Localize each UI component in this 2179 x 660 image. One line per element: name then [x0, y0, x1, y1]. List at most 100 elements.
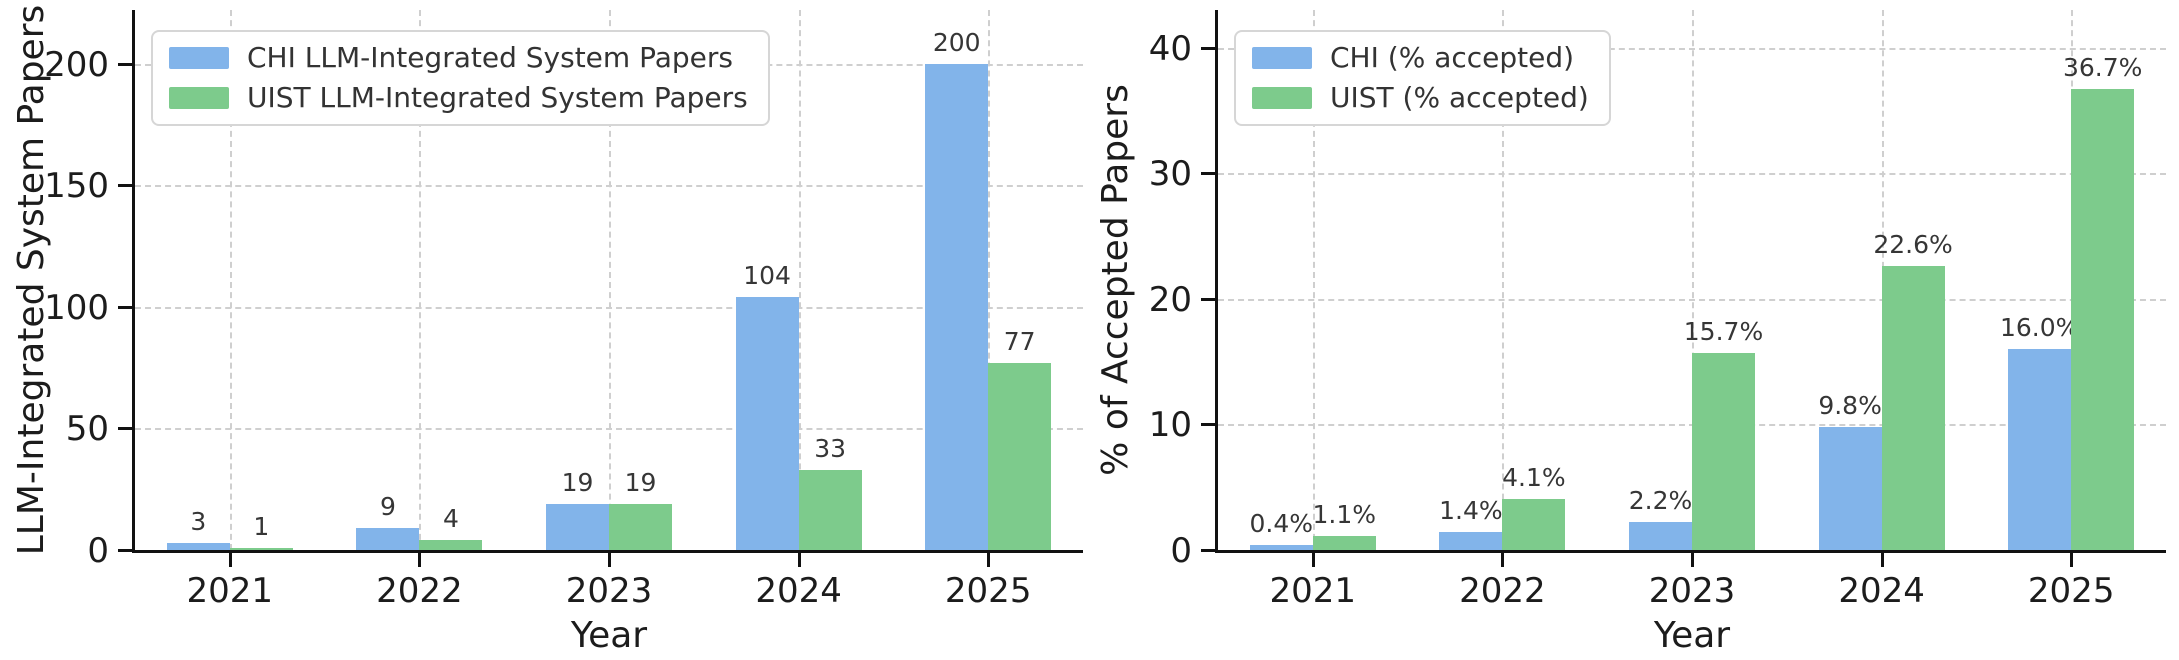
bar-value-label: 19 — [561, 467, 594, 497]
chi-bar-2023 — [546, 503, 609, 550]
bar-value-label: 19 — [624, 467, 657, 497]
legend: CHI LLM-Integrated System Papers UIST LLM… — [151, 30, 770, 127]
x-tick-label: 2023 — [565, 571, 653, 611]
bar-value-label: 33 — [814, 433, 846, 463]
y-tick-mark — [118, 549, 132, 552]
y-tick-mark — [1201, 172, 1215, 176]
uist-legend-swatch — [169, 87, 229, 110]
x-tick-label: 2024 — [1838, 571, 1925, 611]
uist-bar-2023 — [1692, 352, 1755, 550]
legend-label: UIST (% accepted) — [1330, 81, 1589, 115]
x-tick-label: 2023 — [1648, 571, 1736, 611]
x-tick-label: 2024 — [755, 571, 842, 611]
chi-bar-2022 — [1439, 532, 1503, 550]
x-gridline — [1692, 10, 1694, 550]
x-gridline — [2071, 10, 2074, 550]
chi-bar-2021 — [166, 542, 230, 550]
legend-label: CHI (% accepted) — [1330, 41, 1575, 74]
x-tick-mark — [1691, 553, 1694, 567]
bar-value-label: 2.2% — [1628, 486, 1693, 516]
x-tick-mark — [797, 553, 801, 567]
bar-value-label: 77 — [1003, 326, 1036, 356]
x-tick-mark — [418, 553, 422, 567]
bar-value-label: 22.6% — [1873, 230, 1953, 260]
chi-legend-swatch — [1252, 47, 1312, 70]
x-tick-mark — [2070, 553, 2074, 567]
chi-bar-2021 — [1249, 544, 1313, 550]
y-tick-mark — [118, 184, 132, 188]
uist-bar-2022 — [419, 540, 483, 550]
y-tick-label: 100 — [44, 287, 109, 328]
uist-legend-swatch — [1252, 87, 1312, 110]
x-tick-mark — [1880, 553, 1884, 567]
y-tick-label: 30 — [1148, 154, 1192, 195]
y-gridline — [135, 306, 1083, 309]
chi-bar-2024 — [1818, 426, 1882, 550]
legend-item-uist: UIST LLM-Integrated System Papers — [169, 81, 748, 115]
legend-label: UIST LLM-Integrated System Papers — [247, 81, 748, 115]
uist-bar-2024 — [798, 469, 862, 550]
x-gridline — [419, 10, 422, 550]
x-tick-mark — [987, 553, 991, 567]
x-gridline — [1502, 10, 1505, 550]
bar-value-label: 9 — [379, 492, 396, 522]
x-tick-mark — [608, 553, 611, 567]
chi-bar-2023 — [1629, 522, 1692, 550]
bar-value-label: 200 — [932, 27, 981, 57]
legend-item-uist: UIST (% accepted) — [1252, 81, 1589, 115]
bar-value-label: 1.1% — [1312, 500, 1377, 530]
y-gridline — [135, 428, 1083, 431]
y-tick-label: 150 — [44, 166, 109, 207]
y-tick-label: 10 — [1148, 405, 1192, 446]
bar-value-label: 15.7% — [1683, 316, 1764, 346]
bar-value-label: 16.0% — [1999, 313, 2080, 343]
x-gridline — [1312, 10, 1315, 550]
bar-value-label: 4.1% — [1502, 462, 1566, 492]
chi-bar-2022 — [356, 528, 420, 550]
x-tick-label: 2021 — [186, 571, 274, 611]
y-tick-label: 50 — [65, 409, 109, 450]
chi-bar-2024 — [735, 297, 799, 550]
x-axis-title: Year — [570, 615, 648, 656]
uist-bar-2023 — [609, 503, 672, 550]
y-tick-label: 20 — [1148, 279, 1192, 320]
legend: CHI (% accepted) UIST (% accepted) — [1234, 30, 1611, 127]
x-tick-mark — [1501, 553, 1505, 567]
y-gridline — [135, 63, 1083, 66]
legend-label: CHI LLM-Integrated System Papers — [247, 41, 733, 74]
y-tick-mark — [1201, 423, 1215, 427]
y-tick-mark — [1201, 46, 1215, 50]
x-axis-spine — [1215, 550, 2166, 553]
bar-value-label: 1 — [253, 511, 270, 541]
legend-item-chi: CHI LLM-Integrated System Papers — [169, 41, 748, 74]
bar-value-label: 9.8% — [1818, 390, 1882, 420]
bar-value-label: 4 — [442, 504, 459, 534]
x-tick-label: 2022 — [1459, 571, 1546, 611]
uist-bar-2025 — [2071, 89, 2135, 550]
y-axis-title: % of Accepted Papers — [1095, 84, 1136, 476]
y-tick-mark — [118, 305, 132, 309]
x-gridline — [988, 10, 991, 550]
y-axis-title: LLM-Integrated System Papers — [11, 4, 52, 556]
uist-bar-2024 — [1881, 266, 1945, 550]
y-tick-label: 200 — [44, 44, 109, 85]
bar-value-label: 104 — [743, 261, 791, 291]
y-tick-label: 40 — [1148, 28, 1192, 69]
y-gridline — [1218, 173, 2166, 176]
y-tick-mark — [1201, 297, 1215, 301]
uist-bar-2022 — [1502, 498, 1566, 550]
chi-bar-2025 — [925, 63, 989, 550]
uist-bar-2025 — [988, 362, 1052, 550]
bar-value-label: 3 — [190, 506, 207, 536]
bar-value-label: 0.4% — [1249, 508, 1314, 538]
y-gridline — [135, 185, 1083, 188]
x-axis-spine — [132, 550, 1083, 553]
y-tick-mark — [118, 62, 132, 66]
x-gridline — [229, 10, 232, 550]
x-tick-label: 2022 — [376, 571, 463, 611]
x-gridline — [609, 10, 611, 550]
x-tick-label: 2025 — [944, 571, 1032, 611]
